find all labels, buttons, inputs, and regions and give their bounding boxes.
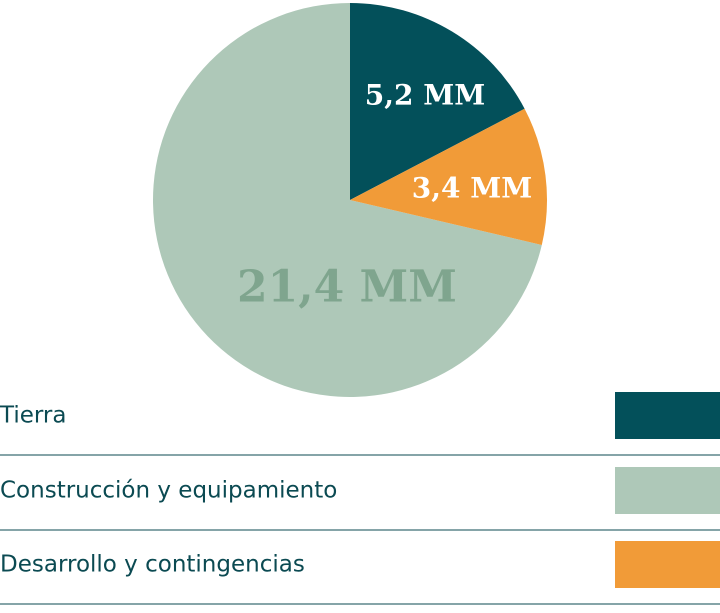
pie-slice xyxy=(152,3,542,397)
value-label: 5,2 MM xyxy=(365,79,485,112)
legend-swatch xyxy=(615,541,720,588)
value-label: 3,4 MM xyxy=(412,172,532,205)
legend-label: Construcción y equipamiento xyxy=(0,478,337,504)
legend-label: Desarrollo y contingencias xyxy=(0,552,305,578)
pie-slice xyxy=(350,108,547,245)
pie-slice xyxy=(350,3,525,200)
legend-swatch xyxy=(615,392,720,439)
legend-swatch xyxy=(615,467,720,514)
legend-label: Tierra xyxy=(0,403,66,429)
value-label: 21,4 MM xyxy=(237,262,457,313)
